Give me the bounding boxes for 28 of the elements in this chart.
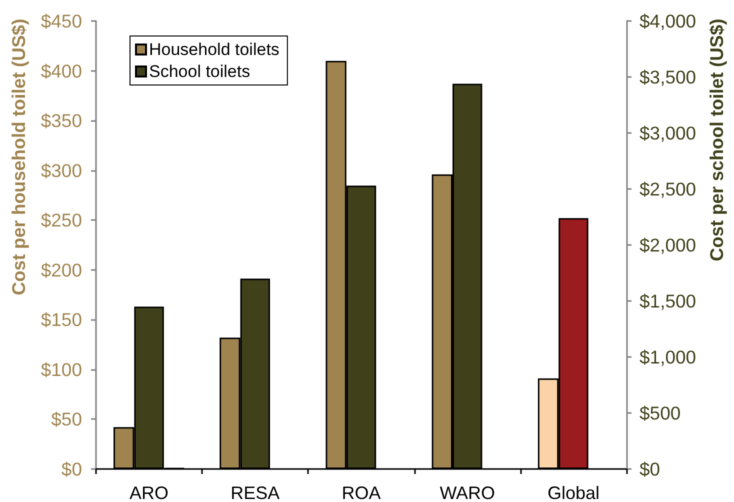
y-tick-label: $0 — [61, 458, 82, 480]
y-tick-label: $150 — [40, 309, 82, 330]
y2-tick-label: $0 — [640, 458, 660, 480]
x-tick-label: RESA — [230, 483, 280, 502]
y2-tick-label: $1,000 — [640, 346, 696, 368]
y2-tick-label: $2,000 — [640, 234, 696, 256]
y-tick-label: $200 — [40, 259, 82, 280]
x-tick-label: Global — [547, 483, 600, 502]
y2-tick-label: $500 — [640, 402, 681, 424]
y2-tick-label: $3,000 — [640, 122, 696, 144]
x-tick-label: WARO — [440, 483, 496, 502]
y-tick-label: $300 — [40, 160, 82, 181]
y2-tick-label: $1,500 — [640, 290, 696, 312]
y2-tick-label: $3,500 — [640, 66, 696, 88]
legend-label: School toilets — [149, 62, 250, 81]
y-tick-label: $100 — [40, 358, 82, 380]
y2-axis-title: Cost per school toilet (US$) — [706, 18, 727, 262]
y-tick-label: $400 — [40, 60, 82, 82]
x-tick-label: ARO — [130, 483, 169, 502]
x-tick-label: ROA — [342, 483, 381, 502]
y-tick-label: $250 — [40, 210, 82, 231]
y2-tick-label: $4,000 — [640, 10, 696, 32]
legend-label: Household toilets — [149, 40, 280, 59]
y2-tick-label: $2,500 — [640, 178, 696, 200]
y-tick-label: $350 — [40, 110, 82, 132]
y-axis-title: Cost per household toilet (US$) — [8, 18, 29, 296]
y-tick-label: $50 — [51, 408, 82, 430]
y-tick-label: $450 — [40, 10, 82, 32]
